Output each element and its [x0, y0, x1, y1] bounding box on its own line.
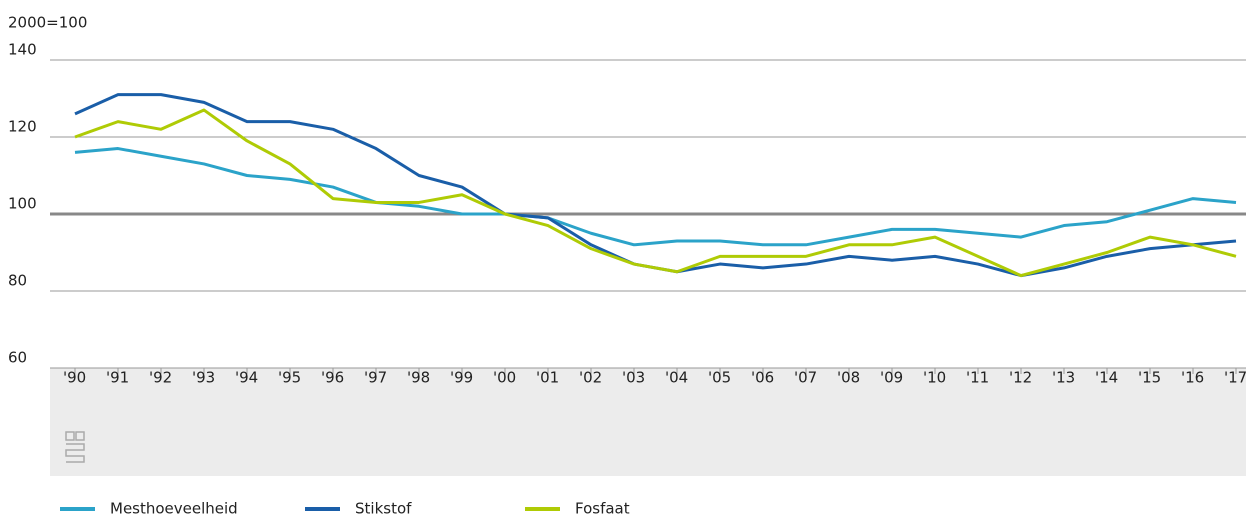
x-tick-label: '97	[364, 369, 387, 387]
x-tick-label: '04	[665, 369, 688, 387]
x-tick-label: '99	[450, 369, 473, 387]
x-tick-label: '17	[1224, 369, 1246, 387]
x-tick-label: '93	[192, 369, 215, 387]
x-tick-label: '14	[1095, 369, 1118, 387]
y-tick-label: 100	[8, 195, 37, 213]
x-tick-label: '94	[235, 369, 258, 387]
x-tick-label: '90	[63, 369, 86, 387]
x-tick-label: '13	[1052, 369, 1075, 387]
x-tick-label: '08	[837, 369, 860, 387]
x-tick-label: '01	[536, 369, 559, 387]
x-tick-label: '15	[1138, 369, 1161, 387]
x-tick-label: '03	[622, 369, 645, 387]
y-tick-label: 60	[8, 349, 27, 367]
x-tick-label: '06	[751, 369, 774, 387]
x-tick-label: '02	[579, 369, 602, 387]
y-axis-label: 2000=100	[8, 14, 87, 32]
y-tick-label: 140	[8, 41, 37, 59]
x-tick-label: '12	[1009, 369, 1032, 387]
x-tick-label: '09	[880, 369, 903, 387]
x-tick-label: '91	[106, 369, 129, 387]
line	[74, 108, 1237, 278]
y-tick-label: 80	[8, 272, 27, 290]
x-tick-label: '96	[321, 369, 344, 387]
x-tick-label: '16	[1181, 369, 1204, 387]
line	[74, 93, 1237, 278]
x-tick-label: '10	[923, 369, 946, 387]
x-tick-label: '00	[493, 369, 516, 387]
line	[74, 147, 1237, 247]
x-tick-label: '92	[149, 369, 172, 387]
y-tick-label: 120	[8, 118, 37, 136]
legend-label: Fosfaat	[575, 500, 630, 517]
x-axis-band	[50, 368, 1246, 476]
logo	[65, 431, 85, 463]
legend-label: Mesthoeveelheid	[110, 500, 238, 517]
x-tick-label: '11	[966, 369, 989, 387]
legend-label: Stikstof	[355, 500, 412, 517]
x-tick-label: '05	[708, 369, 731, 387]
x-tick-label: '07	[794, 369, 817, 387]
x-tick-label: '98	[407, 369, 430, 387]
x-tick-label: '95	[278, 369, 301, 387]
